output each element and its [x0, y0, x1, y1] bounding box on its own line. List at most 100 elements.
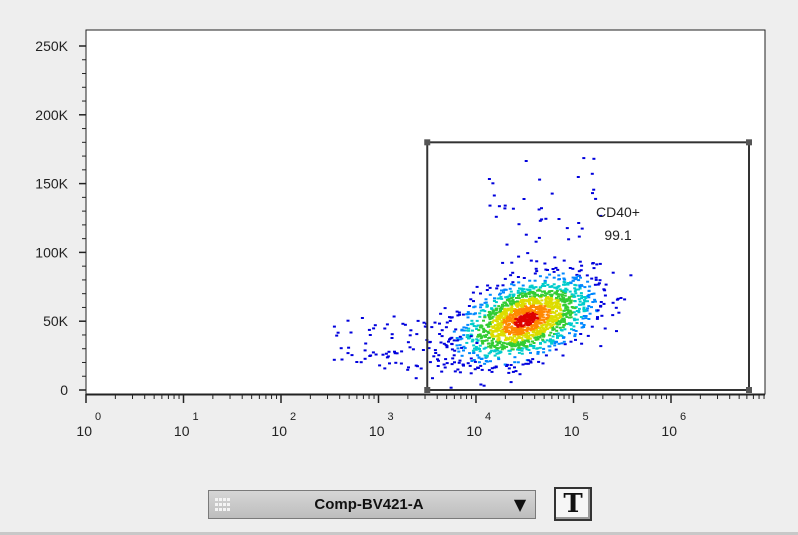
- event-dot: [550, 298, 554, 301]
- event-dot: [452, 330, 456, 333]
- event-dot: [518, 308, 522, 311]
- event-dot: [521, 284, 525, 287]
- event-dot: [578, 300, 582, 303]
- event-dot: [594, 300, 597, 303]
- event-dot: [573, 307, 577, 310]
- event-dot: [564, 314, 568, 317]
- event-dot: [500, 348, 504, 351]
- event-dot: [565, 300, 569, 302]
- event-dot: [495, 340, 499, 343]
- event-dot: [449, 337, 452, 340]
- event-dot: [533, 298, 537, 301]
- event-dot: [495, 316, 499, 319]
- event-dot: [518, 291, 522, 294]
- event-dot: [579, 333, 583, 335]
- event-dot: [559, 329, 563, 331]
- event-dot: [538, 316, 542, 319]
- event-dot: [541, 307, 545, 310]
- event-dot: [469, 372, 473, 375]
- x-tick-exponent: 1: [193, 411, 199, 423]
- gate-handle[interactable]: [424, 387, 431, 393]
- event-dot: [611, 301, 615, 304]
- event-dot: [508, 336, 512, 339]
- event-dot: [541, 313, 545, 316]
- event-dot: [471, 329, 474, 332]
- event-dot: [555, 296, 558, 299]
- event-dot: [508, 313, 512, 316]
- event-dot: [466, 362, 470, 365]
- gate-cd40-positive[interactable]: CD40+ 99.1: [424, 139, 752, 393]
- event-dot: [562, 277, 566, 280]
- event-dot: [472, 352, 476, 354]
- event-dot: [458, 344, 462, 347]
- x-axis-parameter-dropdown[interactable]: Comp-BV421-A ▼: [208, 490, 536, 519]
- event-dot: [485, 333, 489, 336]
- event-dot: [533, 309, 536, 312]
- event-dot: [579, 316, 583, 318]
- event-dot: [521, 334, 525, 337]
- event-dot: [520, 342, 524, 345]
- event-dot: [615, 330, 618, 333]
- event-dot: [482, 331, 486, 333]
- event-dot: [473, 368, 477, 371]
- event-dot: [497, 317, 501, 320]
- event-dot: [502, 316, 506, 319]
- event-dot: [539, 303, 543, 306]
- event-dot: [438, 333, 442, 335]
- event-dot: [440, 370, 444, 373]
- gate-handle[interactable]: [746, 139, 752, 146]
- event-dot: [528, 295, 532, 298]
- event-dot: [486, 284, 490, 287]
- event-dot: [543, 328, 547, 331]
- grid-icon: [215, 497, 233, 512]
- gate-handle[interactable]: [424, 139, 431, 146]
- event-dot: [566, 312, 570, 315]
- x-tick-label: 10: [466, 423, 482, 439]
- event-dot: [559, 309, 563, 312]
- event-dot: [427, 347, 431, 350]
- event-dot: [525, 339, 529, 342]
- event-dot: [555, 310, 558, 313]
- x-tick-exponent: 2: [290, 411, 296, 423]
- event-dot: [517, 223, 521, 226]
- event-dot: [553, 311, 557, 314]
- event-dot: [599, 345, 603, 348]
- event-dot: [505, 243, 509, 246]
- event-dot: [554, 306, 558, 309]
- event-dot: [523, 316, 527, 319]
- event-dot: [532, 347, 536, 350]
- event-dot: [516, 333, 520, 336]
- event-dot: [460, 354, 464, 357]
- event-dot: [511, 338, 515, 341]
- event-dot: [520, 347, 524, 350]
- event-dot: [550, 318, 554, 321]
- event-dot: [507, 329, 511, 332]
- event-dot: [567, 297, 571, 300]
- gate-rectangle[interactable]: [426, 141, 750, 391]
- event-dot: [599, 214, 603, 217]
- event-dot: [543, 302, 547, 305]
- event-dot: [562, 299, 566, 302]
- event-dot: [496, 347, 500, 350]
- event-dot: [514, 330, 518, 333]
- event-dot: [414, 377, 418, 380]
- event-dot: [516, 309, 520, 312]
- plot-area[interactable]: [85, 29, 766, 395]
- event-dot: [571, 276, 575, 279]
- event-dot: [545, 304, 549, 307]
- event-dot: [568, 332, 571, 335]
- gate-handle[interactable]: [746, 387, 752, 393]
- event-dot: [520, 349, 524, 352]
- event-dot: [550, 295, 554, 298]
- event-dot: [578, 285, 582, 288]
- event-dot: [519, 341, 523, 344]
- event-dot: [521, 312, 525, 315]
- event-dot: [503, 327, 507, 330]
- event-dot: [500, 310, 504, 313]
- event-dot: [488, 318, 492, 321]
- event-dot: [572, 295, 576, 298]
- event-dot: [409, 329, 413, 332]
- event-dot: [572, 325, 576, 328]
- event-dot: [574, 276, 578, 279]
- text-tool-button[interactable]: T: [554, 487, 592, 521]
